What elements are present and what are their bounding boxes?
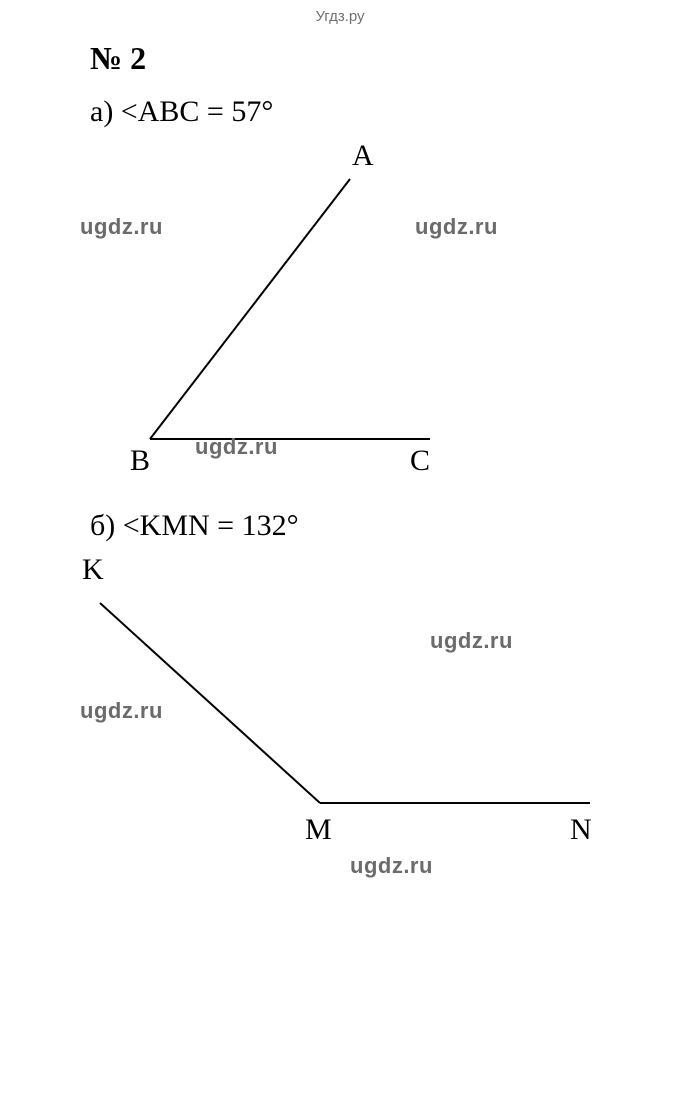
problem-number: № 2	[90, 40, 620, 77]
watermark: ugdz.ru	[80, 214, 163, 240]
label-c: C	[410, 444, 430, 478]
watermark: ugdz.ru	[195, 434, 278, 460]
label-a: A	[352, 139, 374, 173]
problem-b-text: б) <KMN = 132°	[90, 509, 620, 543]
figure-a: A B C ugdz.ru ugdz.ru ugdz.ru	[90, 139, 620, 489]
label-n: N	[570, 813, 592, 847]
label-b: B	[130, 444, 150, 478]
label-m: M	[305, 813, 332, 847]
watermark: ugdz.ru	[430, 628, 513, 654]
source-label: Угдз.ру	[315, 8, 364, 25]
watermark: ugdz.ru	[80, 698, 163, 724]
label-k: K	[82, 553, 104, 587]
line-ba	[150, 179, 350, 439]
problem-a-text: а) <ABC = 57°	[90, 95, 620, 129]
watermark: ugdz.ru	[350, 853, 433, 879]
angle-abc-svg	[90, 139, 620, 489]
figure-b: K M N ugdz.ru ugdz.ru ugdz.ru	[90, 553, 620, 863]
watermark: ugdz.ru	[415, 214, 498, 240]
angle-kmn-svg	[90, 553, 620, 863]
